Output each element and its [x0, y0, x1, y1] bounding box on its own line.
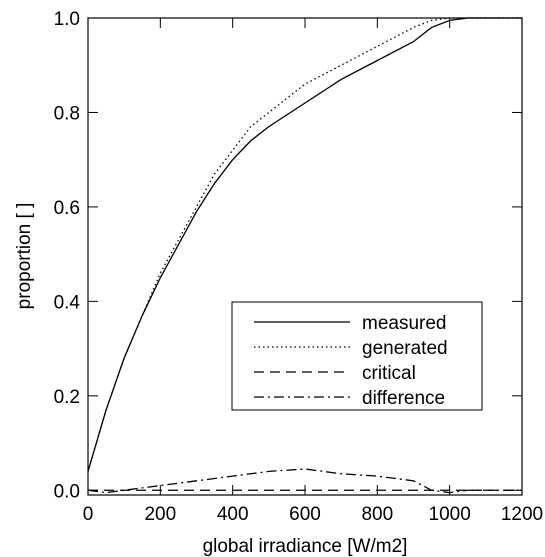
plot-frame	[87, 17, 523, 496]
x-tick-label: 200	[144, 504, 176, 525]
y-tick-label: 0.2	[54, 387, 80, 408]
y-tick-label: 1.0	[54, 9, 80, 30]
y-tick-label: 0.6	[54, 198, 80, 219]
legend-label: generated	[362, 338, 448, 359]
y-tick-label: 0.8	[54, 103, 80, 124]
data-line	[87, 17, 522, 472]
legend-label: difference	[362, 388, 445, 409]
y-tick-label: 0.0	[54, 481, 80, 502]
x-tick-label: 400	[217, 504, 249, 525]
legend-label: critical	[362, 363, 416, 384]
y-tick-label: 0.4	[54, 292, 81, 313]
x-tick-label: 0	[83, 504, 94, 525]
legend-label: measured	[362, 313, 447, 334]
x-tick-label: 800	[361, 504, 393, 525]
data-line	[87, 17, 522, 472]
x-tick-label: 600	[289, 504, 321, 525]
legend-box	[231, 301, 483, 411]
x-tick-label: 1000	[429, 504, 471, 525]
data-line	[87, 468, 522, 494]
x-tick-label: 1200	[501, 504, 543, 525]
x-axis-label: global irradiance [W/m2]	[203, 536, 408, 557]
y-axis-label: proportion [ ]	[14, 203, 35, 310]
